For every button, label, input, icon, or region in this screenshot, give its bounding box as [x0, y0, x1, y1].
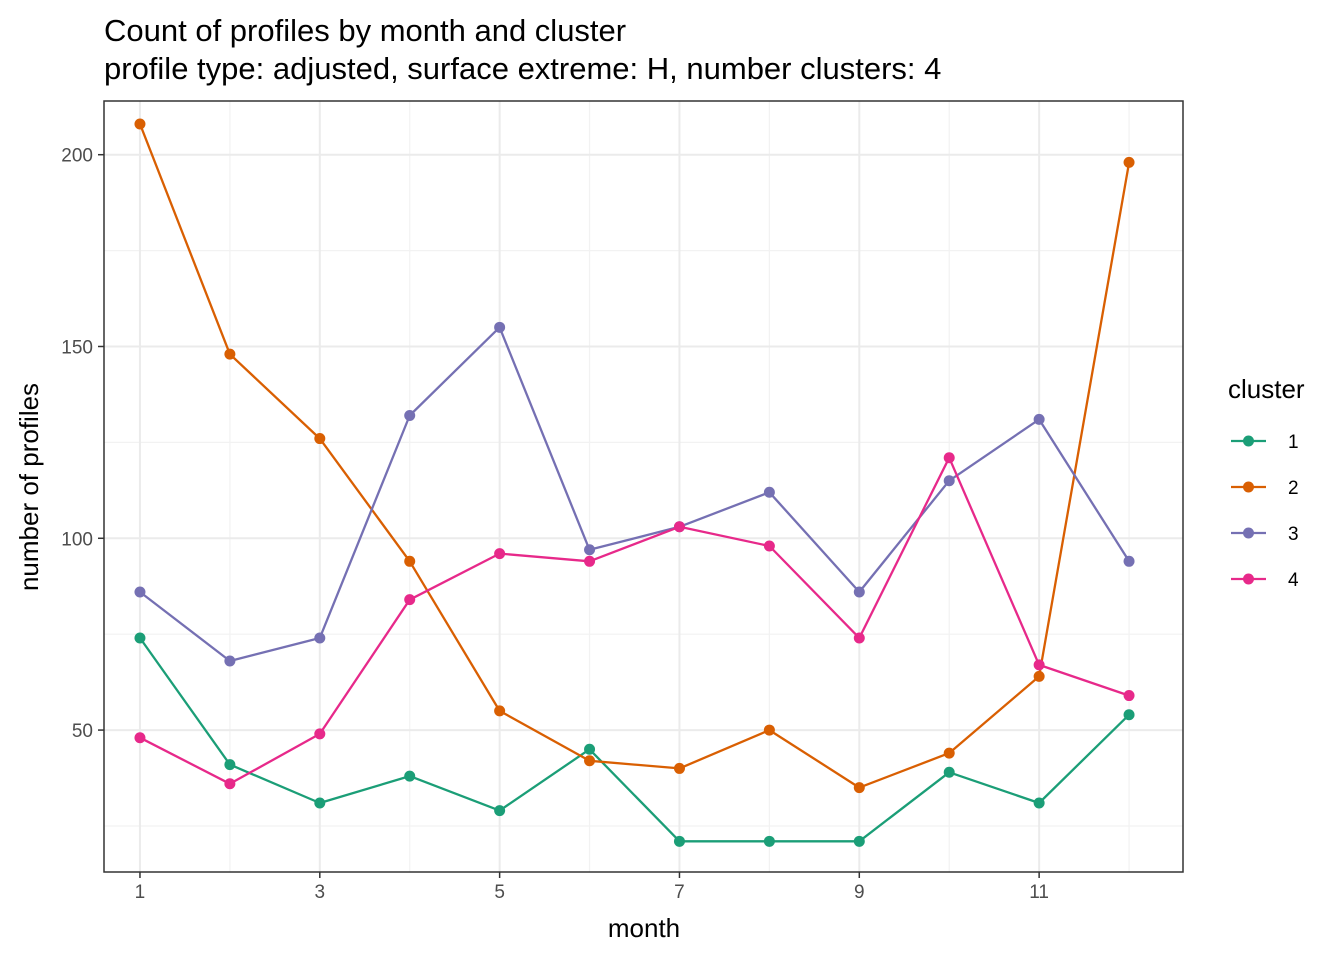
series-2-point [943, 747, 955, 759]
y-tick-label: 200 [61, 146, 93, 167]
series-3-point [1033, 413, 1045, 425]
series-1-point [763, 835, 775, 847]
series-1-point [494, 805, 506, 817]
y-tick-label: 100 [61, 529, 93, 550]
series-3-point [134, 586, 146, 598]
series-1-point [1123, 709, 1135, 721]
series-4-point [224, 778, 236, 790]
series-2-point [494, 705, 506, 717]
series-4-point [314, 728, 326, 740]
series-4-point [494, 548, 506, 560]
series-3-point [763, 486, 775, 498]
series-2-point [314, 433, 326, 445]
legend: cluster 1 2 3 4 [1228, 374, 1305, 591]
chart-title: Count of profiles by month and cluster [104, 13, 626, 48]
y-axis-title: number of profiles [14, 383, 44, 591]
series-1-point [1033, 797, 1045, 809]
legend-label-3: 3 [1288, 524, 1299, 545]
series-4-point [853, 632, 865, 644]
series-2-line [138, 123, 1131, 789]
legend-key-point-1 [1243, 435, 1254, 447]
x-tick-label: 3 [315, 882, 326, 903]
series-4-point [1123, 690, 1135, 702]
series-2-point [1033, 670, 1045, 682]
series-4-point [673, 521, 685, 533]
series-1-point [404, 770, 416, 782]
x-axis-title: month [608, 913, 680, 943]
x-tick-label: 1 [135, 882, 146, 903]
series-1-point [224, 759, 236, 771]
series-4-line [139, 456, 1130, 785]
series-1-point [584, 743, 596, 755]
chart-subtitle: profile type: adjusted, surface extreme:… [104, 51, 941, 86]
legend-label-1: 1 [1288, 432, 1299, 453]
series-2-point [853, 782, 865, 794]
legend-key-point-2 [1243, 481, 1254, 493]
legend-label-2: 2 [1288, 478, 1299, 499]
series-3-point [584, 544, 596, 556]
y-tick-label: 50 [72, 721, 93, 742]
series-3-point [943, 475, 955, 487]
series-3-point [404, 410, 416, 422]
legend-label-4: 4 [1288, 570, 1299, 591]
series-4-point [763, 540, 775, 552]
series-3-point [1123, 555, 1135, 567]
legend-key-point-3 [1243, 527, 1254, 539]
series-3-point [853, 586, 865, 598]
series-2-point [1123, 156, 1135, 168]
series-1-point [314, 797, 326, 809]
series-2-point [673, 762, 685, 774]
series-1-point [134, 632, 146, 644]
series-4-point [134, 732, 146, 744]
legend-title: cluster [1228, 374, 1305, 404]
series-4-point [1033, 659, 1045, 671]
y-tick-label: 150 [61, 337, 93, 358]
series-2-point [224, 348, 236, 360]
plot-panel: 1 3 5 7 9 11 50 100 150 200 [61, 100, 1184, 903]
series-2-point [763, 724, 775, 736]
panel-border [103, 100, 1184, 873]
series-1-point [673, 835, 685, 847]
series-4-point [584, 555, 596, 567]
series-1-point [853, 835, 865, 847]
x-tick-label: 9 [854, 882, 865, 903]
series-2-point [404, 555, 416, 567]
series-4-point [943, 452, 955, 464]
x-tick-label: 11 [1029, 882, 1049, 903]
series-3-point [314, 632, 326, 644]
panel-background [104, 101, 1183, 872]
series-2-point [584, 755, 596, 767]
x-tick-label: 5 [494, 882, 505, 903]
series-4-point [404, 594, 416, 606]
series-1-point [943, 766, 955, 778]
series-3-point [494, 321, 506, 333]
x-tick-label: 7 [674, 882, 685, 903]
series-3-point [224, 655, 236, 667]
series-2-point [134, 118, 146, 130]
series-3-line [139, 326, 1131, 663]
series-1-line [139, 637, 1130, 843]
legend-key-point-4 [1243, 573, 1254, 585]
